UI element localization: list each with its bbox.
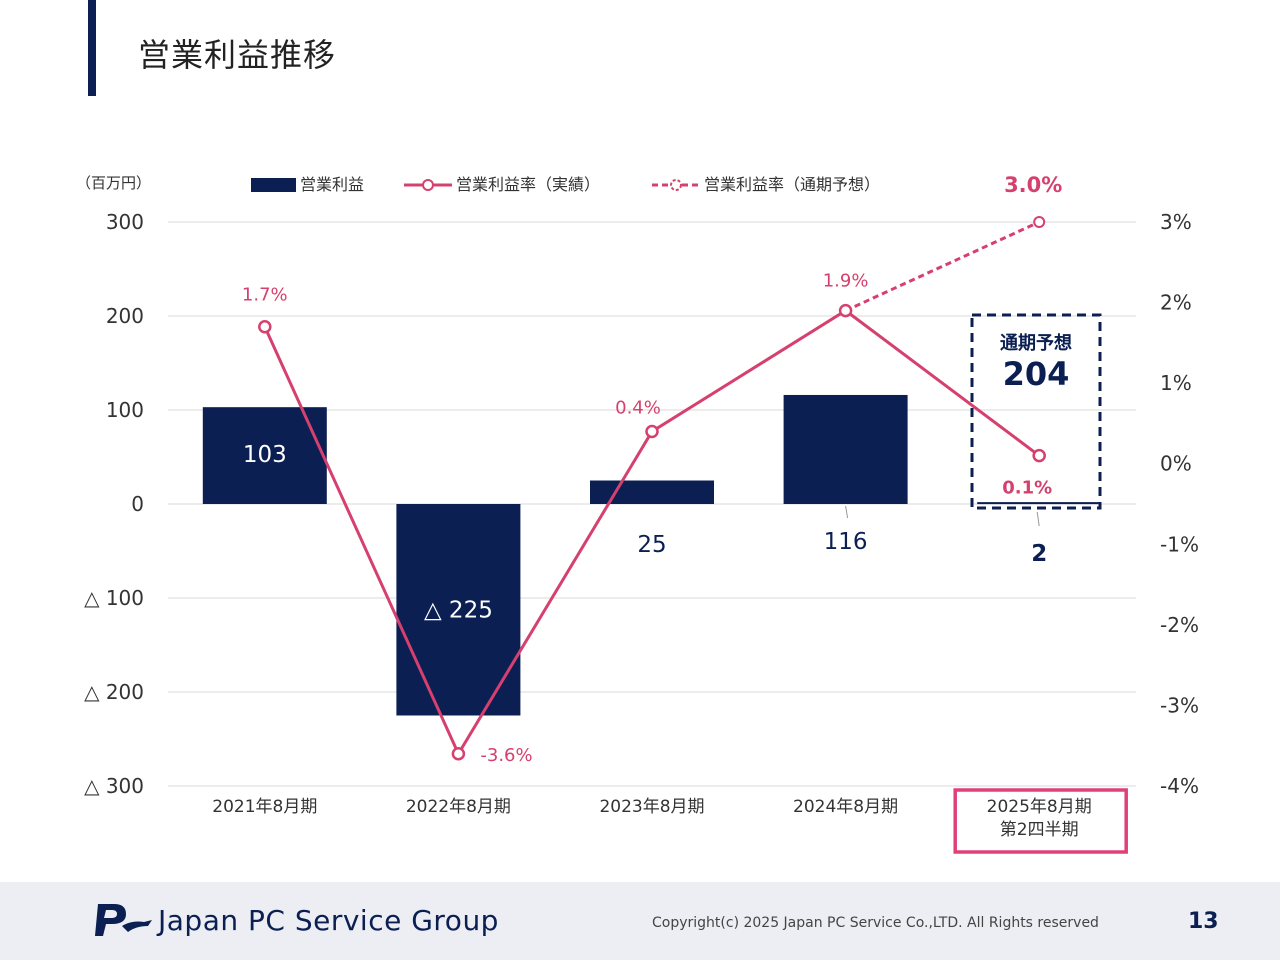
y-tick-label: 0 bbox=[131, 492, 144, 516]
x-tick-label: 第2四半期 bbox=[1000, 820, 1079, 840]
bar-value-label: 2 bbox=[1031, 541, 1047, 567]
y-tick-label: 300 bbox=[106, 210, 144, 234]
rate-value-label: 0.4% bbox=[615, 397, 661, 418]
forecast-rate-line bbox=[844, 220, 1040, 312]
page-number: 13 bbox=[1188, 909, 1219, 934]
rate-point bbox=[1032, 448, 1046, 463]
rate-value-label: 1.9% bbox=[823, 271, 869, 292]
x-tick-label: 2021年8月期 bbox=[212, 797, 317, 817]
rate-point bbox=[451, 747, 466, 761]
rate-value-label: -3.6% bbox=[480, 745, 532, 766]
company-logo-icon bbox=[95, 904, 152, 936]
bar bbox=[783, 394, 908, 504]
page-title: 営業利益推移 bbox=[138, 36, 337, 74]
forecast-rate-label: 3.0% bbox=[1004, 173, 1062, 197]
y2-tick-label: 1% bbox=[1160, 371, 1192, 395]
bar-value-label: 116 bbox=[824, 529, 868, 555]
forecast-label: 通期予想 bbox=[1000, 332, 1072, 354]
footer: Japan PC Service Group Copyright(c) 2025… bbox=[0, 882, 1280, 960]
rate-value-label: 0.1% bbox=[1002, 478, 1052, 499]
bar-value-label: △ 225 bbox=[424, 598, 493, 624]
y-unit-label: （百万円） bbox=[76, 174, 151, 192]
y2-tick-label: 3% bbox=[1160, 210, 1192, 234]
label-leader bbox=[1036, 511, 1040, 527]
legend-entry: 営業利益 bbox=[300, 175, 364, 194]
bar bbox=[590, 480, 714, 504]
y2-tick-label: -4% bbox=[1160, 774, 1199, 798]
x-tick-label: 2025年8月期 bbox=[987, 797, 1092, 817]
rate-point bbox=[838, 303, 853, 318]
forecast-value: 204 bbox=[1003, 355, 1070, 393]
legend-entry: 営業利益率（通期予想） bbox=[704, 175, 880, 194]
forecast-rate-point bbox=[1033, 216, 1046, 228]
legend-dashed-marker bbox=[670, 179, 682, 191]
y-tick-label: 200 bbox=[106, 304, 144, 328]
legend-entry: 営業利益率（実績） bbox=[456, 175, 600, 194]
operating-profit-chart: 300 200 100 0 △ 100 △ 200 △ 300 3% 2% 1% 0% -1% -2% -… bbox=[76, 173, 1199, 854]
company-name: Japan PC Service Group bbox=[158, 904, 499, 937]
title-accent-bar bbox=[88, 0, 96, 96]
copyright-text: Copyright(c) 2025 Japan PC Service Co.,L… bbox=[652, 915, 1099, 931]
y-tick-label: △ 200 bbox=[84, 680, 144, 704]
x-tick-label: 2024年8月期 bbox=[793, 797, 898, 817]
bar bbox=[202, 407, 327, 504]
rate-point bbox=[645, 424, 659, 439]
y2-tick-label: 2% bbox=[1160, 291, 1192, 315]
y-tick-label: △ 300 bbox=[84, 774, 144, 798]
y2-tick-label: 0% bbox=[1160, 452, 1192, 476]
bar-value-label: 25 bbox=[637, 532, 666, 558]
bar bbox=[396, 504, 521, 716]
rate-value-label: 1.7% bbox=[242, 285, 288, 306]
y2-tick-label: -3% bbox=[1160, 693, 1199, 717]
y2-tick-label: -1% bbox=[1160, 532, 1199, 556]
forecast-box bbox=[970, 313, 1102, 510]
y-tick-label: 100 bbox=[106, 398, 144, 422]
y-tick-label: △ 100 bbox=[84, 586, 144, 610]
bar bbox=[977, 502, 1102, 505]
y2-tick-label: -2% bbox=[1160, 613, 1199, 637]
label-leader bbox=[845, 505, 849, 519]
legend-bar-swatch bbox=[251, 178, 296, 192]
x-tick-label: 2023年8月期 bbox=[599, 797, 704, 817]
bar-value-label: 103 bbox=[243, 442, 287, 468]
highlight-category-box bbox=[953, 788, 1128, 854]
rate-point bbox=[258, 319, 272, 334]
x-tick-label: 2022年8月期 bbox=[406, 797, 511, 817]
legend-line-marker bbox=[422, 179, 434, 191]
